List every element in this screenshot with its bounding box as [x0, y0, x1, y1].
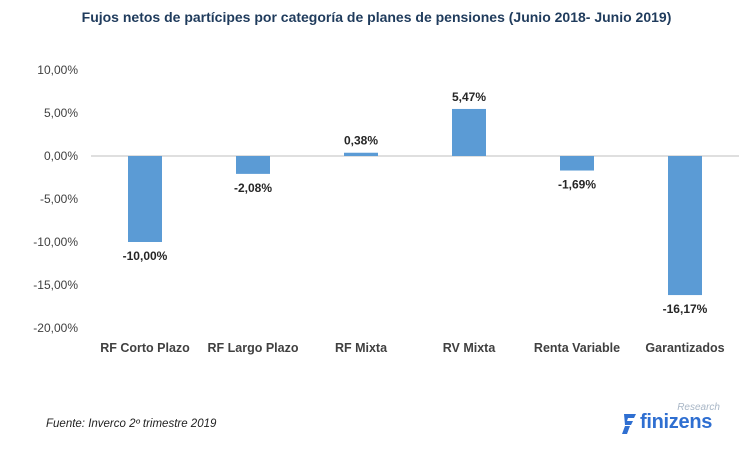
data-label: -1,69%	[558, 178, 596, 192]
data-label: 5,47%	[452, 90, 486, 104]
x-tick-label: RV Mixta	[443, 341, 497, 355]
bar	[236, 156, 270, 174]
data-labels: -10,00% -2,08% 0,38% 5,47% -1,69% -16,17%	[123, 90, 708, 316]
y-tick-label: -15,00%	[33, 278, 78, 292]
y-tick-label: 10,00%	[37, 63, 78, 77]
chart-title: Fujos netos de partícipes por categoría …	[81, 9, 672, 25]
bar	[452, 108, 486, 156]
y-tick-label: 5,00%	[44, 106, 78, 120]
bars	[128, 108, 702, 296]
bar	[668, 156, 702, 296]
x-tick-label: Renta Variable	[534, 341, 620, 355]
y-tick-label: -5,00%	[40, 192, 78, 206]
logo-wordmark: finizens	[640, 411, 713, 433]
x-tick-label: RF Mixta	[335, 341, 388, 355]
data-label: 0,38%	[344, 134, 378, 148]
source-note: Fuente: Inverco 2º trimestre 2019	[46, 418, 217, 430]
finizens-logo: Research finizens	[622, 402, 722, 436]
y-tick-label: -20,00%	[33, 321, 78, 335]
x-tick-label: Garantizados	[645, 341, 724, 355]
logo-tagline: Research	[677, 402, 720, 413]
x-tick-label: RF Largo Plazo	[208, 341, 299, 355]
x-tick-label: RF Corto Plazo	[100, 341, 190, 355]
y-axis: 10,00% 5,00% 0,00% -5,00% -10,00% -15,00% -20,…	[33, 63, 739, 335]
y-tick-label: -10,00%	[33, 235, 78, 249]
y-tick-label: 0,00%	[44, 149, 78, 163]
bar	[560, 156, 594, 171]
bar	[128, 156, 162, 242]
data-label: -10,00%	[123, 249, 168, 263]
x-axis: RF Corto Plazo RF Largo Plazo RF Mixta RV M…	[100, 341, 724, 355]
finizens-logo-icon	[622, 414, 636, 434]
data-label: -2,08%	[234, 181, 272, 195]
data-label: -16,17%	[663, 302, 708, 316]
bar	[344, 152, 378, 156]
